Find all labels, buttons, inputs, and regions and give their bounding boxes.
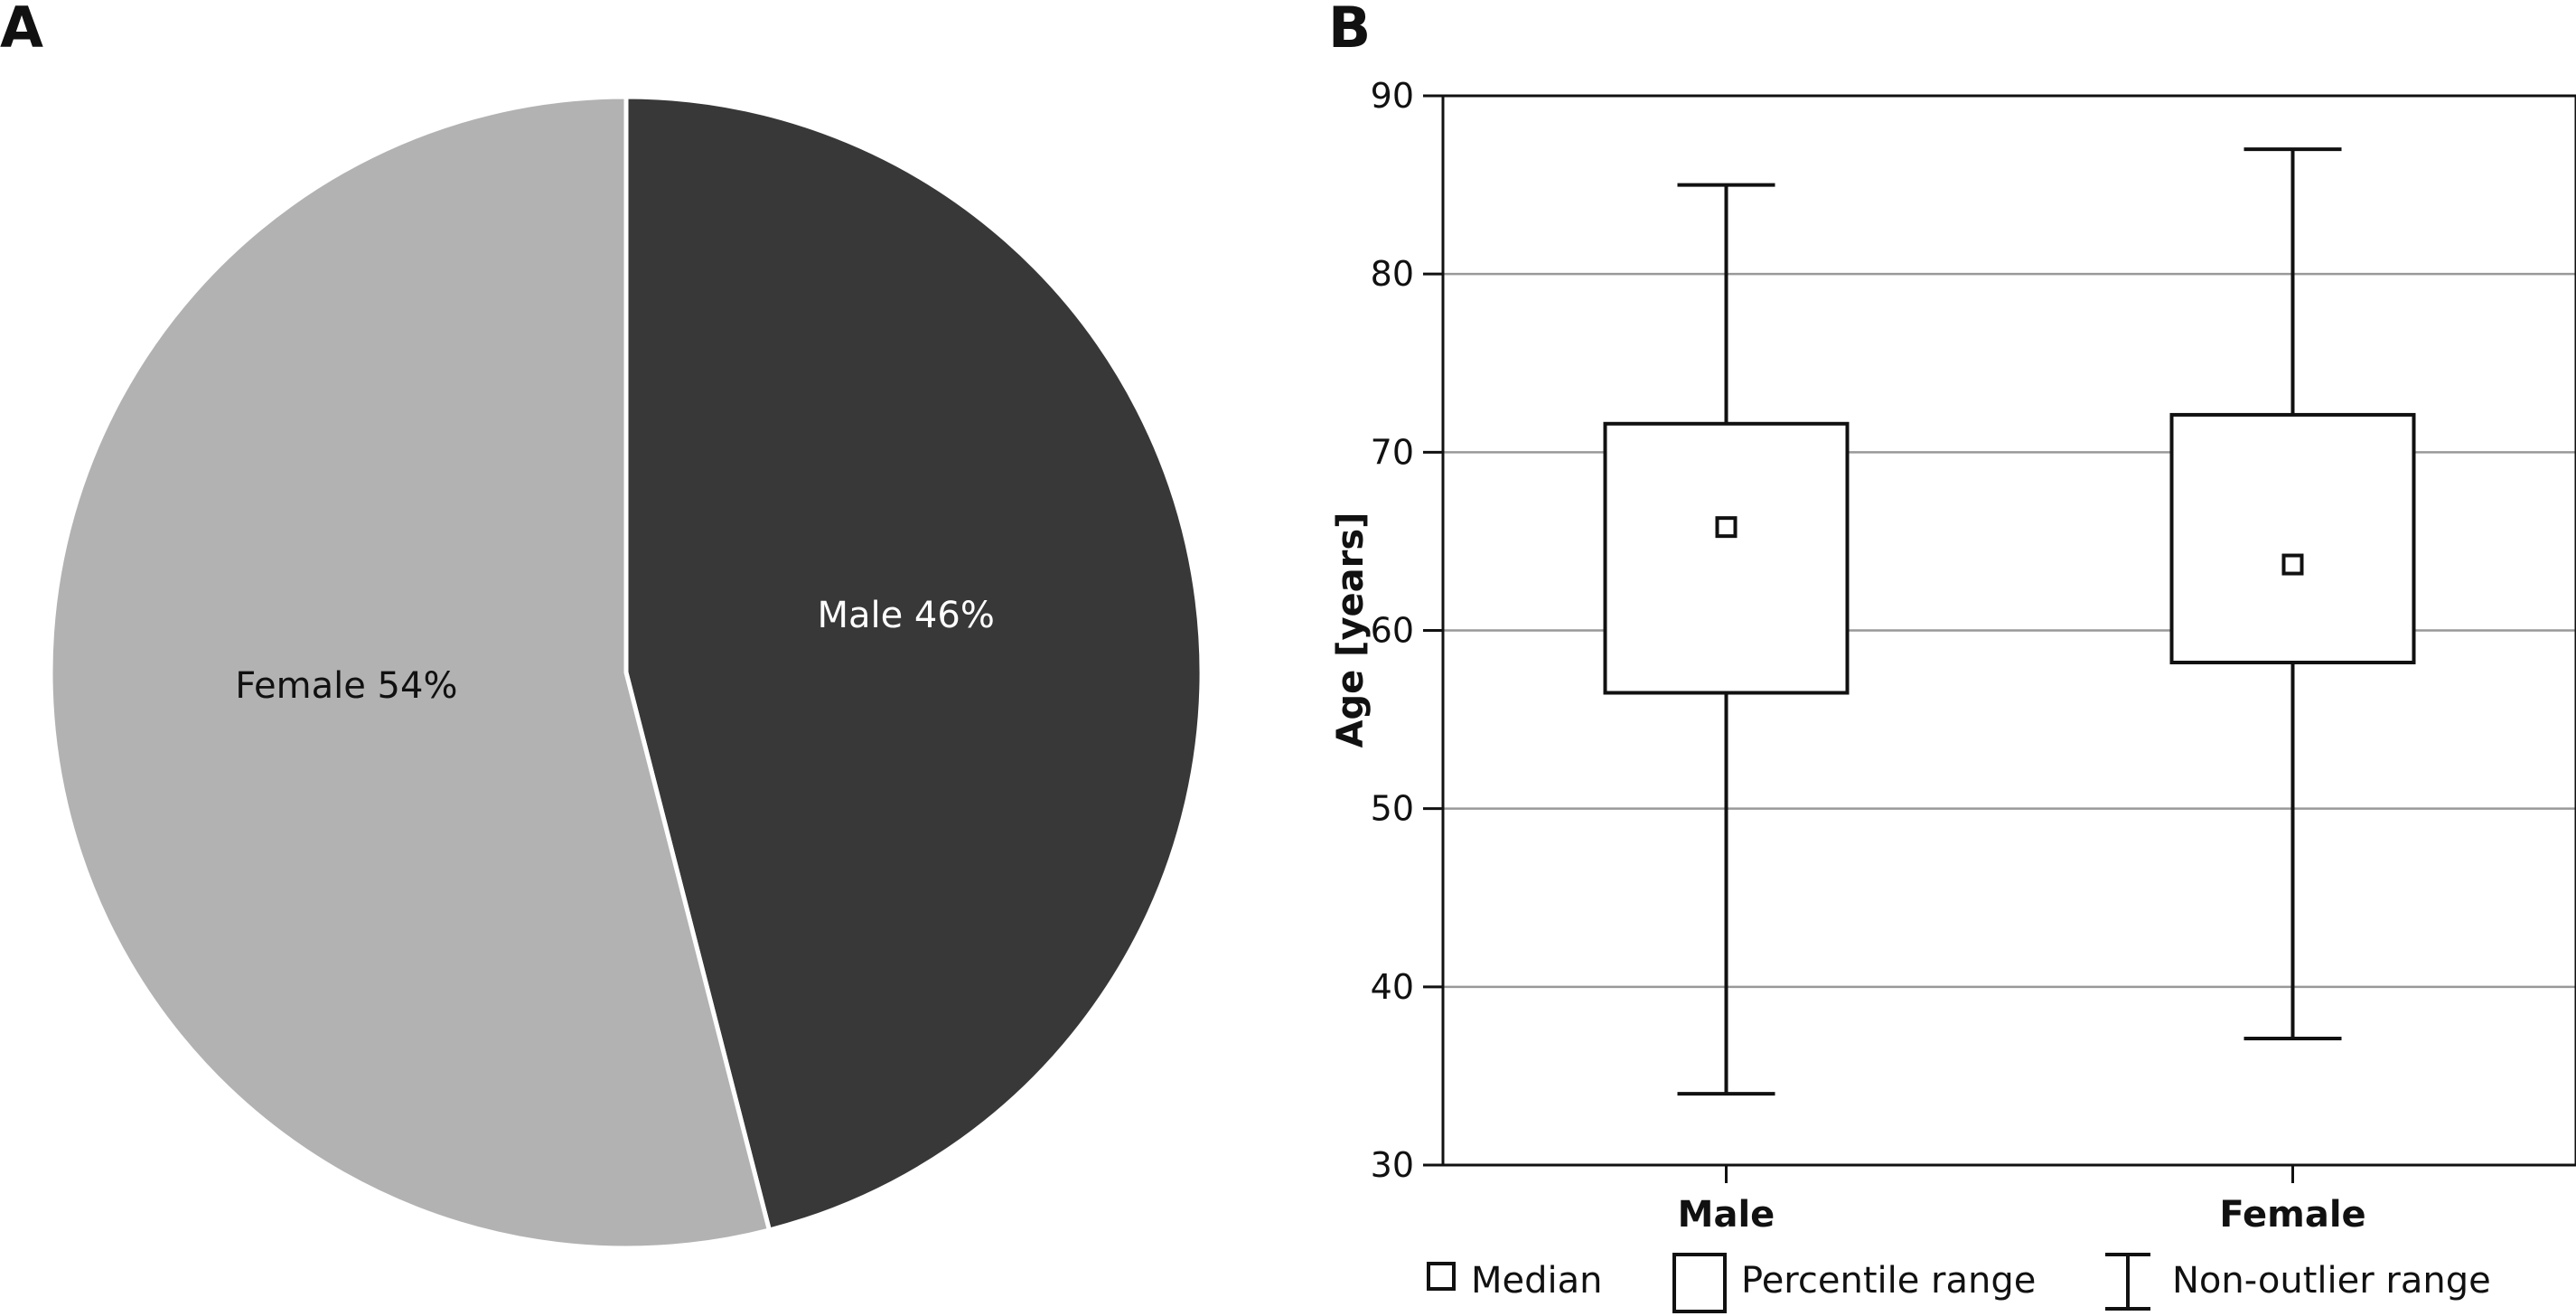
box-female: [2169, 147, 2416, 1041]
y-tick-label-30: 30: [1371, 1145, 1414, 1185]
pie-chart: Male 46% Female 54%: [48, 94, 1204, 1251]
pie-label-female: Female 54%: [235, 665, 457, 707]
x-tick-label-male: Male: [1678, 1194, 1775, 1236]
box-plots: [1603, 147, 2416, 1096]
legend-box-label: Percentile range: [1741, 1260, 2036, 1302]
y-axis-title: Age [years]: [1330, 512, 1372, 748]
median-marker-male: [1715, 516, 1738, 539]
percentile-box-male: [1603, 421, 1850, 695]
x-tick-label-female: Female: [2219, 1194, 2365, 1236]
y-tick-label-90: 90: [1371, 76, 1414, 116]
y-tick-label-70: 70: [1371, 432, 1414, 472]
legend-median-label: Median: [1471, 1260, 1603, 1302]
percentile-box-female: [2169, 412, 2416, 664]
median-marker-female: [2281, 553, 2304, 576]
pie-slice-male: [623, 94, 1204, 1234]
box-male: [1603, 183, 1850, 1096]
legend-whisker-label: Non-outlier range: [2172, 1260, 2491, 1302]
panel-b-letter: B: [1328, 0, 1371, 61]
y-tick-label-60: 60: [1371, 611, 1414, 651]
legend: Median Percentile range Non-outlier rang…: [1427, 1253, 2491, 1313]
y-tick-label-80: 80: [1371, 254, 1414, 294]
legend-box-symbol: [1672, 1253, 1727, 1313]
x-axis: Male Female: [1678, 1165, 2366, 1236]
y-axis: 30 40 50 60 70 80 90: [1371, 76, 1443, 1185]
y-tick-label-50: 50: [1371, 789, 1414, 829]
panel-a-letter: A: [0, 0, 43, 61]
pie-slice-female: [48, 94, 773, 1251]
legend-median-symbol: [1427, 1262, 1456, 1291]
y-tick-label-40: 40: [1371, 967, 1414, 1007]
legend-whisker-symbol: [2105, 1253, 2150, 1311]
pie-label-male: Male 46%: [817, 595, 994, 636]
